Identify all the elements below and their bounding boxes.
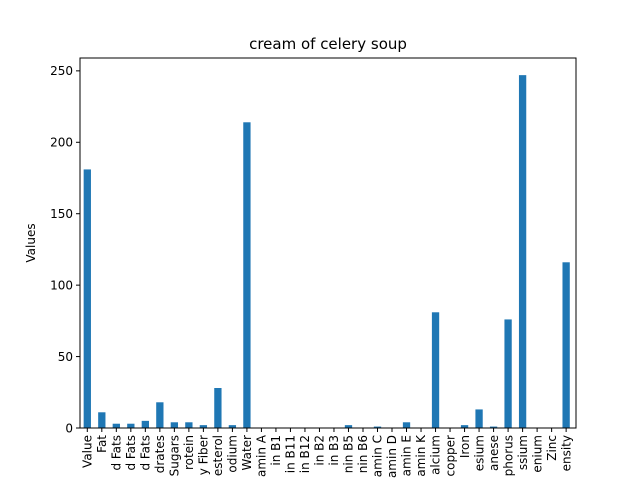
x-tick-label: nin B6 — [356, 435, 370, 473]
x-axis-ticks: Value Fat d Fats d Fats d Fats drates Sugars ro… — [81, 428, 573, 478]
bar — [127, 423, 135, 428]
y-tick-label: 200 — [50, 136, 73, 150]
x-tick-label: in B3 — [327, 435, 341, 466]
bar — [518, 75, 527, 428]
x-tick-label: amin E — [400, 435, 414, 476]
x-tick-label: amin K — [414, 434, 428, 477]
x-tick-label: enium — [530, 435, 544, 473]
x-tick-label: Iron — [458, 435, 472, 458]
x-tick-label: y Fiber — [197, 435, 211, 475]
bar — [141, 420, 149, 428]
y-tick-label: 50 — [58, 350, 73, 364]
bar — [112, 423, 120, 428]
x-tick-label: Fat — [95, 435, 109, 453]
x-tick-label: Sugars — [168, 435, 182, 476]
x-tick-label: in B11 — [284, 435, 298, 473]
plot-area-background — [80, 58, 576, 428]
bar — [504, 319, 512, 428]
x-tick-label: anese — [487, 435, 501, 471]
bar — [98, 412, 106, 428]
x-tick-label: copper — [443, 435, 457, 477]
x-tick-label: amin C — [371, 435, 385, 477]
x-tick-label: odium — [226, 435, 240, 473]
bar — [214, 388, 222, 428]
bar — [373, 426, 382, 428]
x-tick-label: drates — [153, 435, 167, 473]
x-tick-label: amin A — [255, 434, 269, 477]
x-tick-label: in B1 — [269, 435, 283, 466]
x-tick-label: d Fats — [139, 435, 153, 471]
x-tick-label: rotein — [182, 435, 196, 470]
x-tick-label: Water — [240, 435, 254, 471]
x-tick-label: esterol — [211, 435, 225, 476]
plot-frame — [79, 57, 577, 429]
x-tick-label: esium — [472, 435, 486, 471]
x-tick-label: d Fats — [124, 435, 138, 471]
bar — [489, 426, 498, 428]
bar — [199, 425, 208, 428]
x-tick-label: d Fats — [110, 435, 124, 471]
x-tick-label: Value — [81, 435, 95, 468]
bar — [344, 425, 353, 428]
y-tick-label: 100 — [50, 278, 73, 292]
bar — [243, 122, 251, 428]
bar — [475, 409, 483, 428]
x-tick-label: in B12 — [298, 435, 312, 473]
x-tick-label: ssium — [516, 435, 530, 470]
y-axis-label: Values — [24, 223, 38, 262]
bar — [83, 169, 91, 428]
x-tick-label: phorus — [501, 435, 515, 476]
x-tick-label: Zinc — [545, 435, 559, 461]
bar — [460, 425, 469, 428]
bar — [562, 262, 570, 428]
bars-group — [83, 75, 570, 428]
bar — [156, 402, 164, 428]
x-tick-label: alcium — [429, 435, 443, 475]
y-tick-label: 250 — [50, 64, 73, 78]
y-axis-ticks: 0 50 100 150 200 250 — [50, 64, 80, 435]
x-tick-label: ensity — [559, 435, 573, 471]
bar — [431, 312, 440, 428]
x-tick-label: nin B5 — [342, 435, 356, 473]
chart-title: cream of celery soup — [249, 35, 407, 53]
bar — [228, 425, 237, 428]
bar — [170, 422, 179, 428]
bar — [185, 422, 193, 428]
y-tick-label: 0 — [65, 421, 73, 435]
x-tick-label: in B2 — [313, 435, 327, 466]
x-tick-label: amin D — [385, 435, 399, 478]
bar — [402, 422, 411, 428]
y-tick-label: 150 — [50, 207, 73, 221]
